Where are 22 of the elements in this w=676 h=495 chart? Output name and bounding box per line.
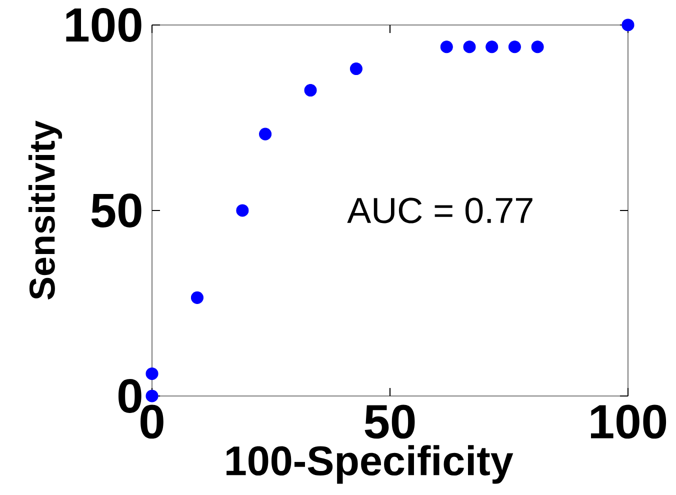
y-tick-label: 50: [91, 194, 142, 228]
x-tick-label: 50: [364, 404, 415, 439]
point: [622, 18, 634, 32]
y-tick-label: 0: [118, 379, 142, 413]
y-tick-label: 100: [66, 8, 142, 42]
point: [190, 291, 204, 304]
point: [486, 40, 498, 54]
point: [146, 390, 158, 402]
annotation: AUC = 0.77: [347, 198, 532, 224]
point: [304, 84, 317, 97]
x-axis-title: 100-Specificity: [226, 445, 514, 484]
point: [463, 40, 476, 54]
point: [259, 128, 272, 140]
point: [440, 40, 453, 54]
point: [236, 204, 249, 217]
point: [350, 62, 362, 76]
point: [146, 367, 158, 380]
y-axis-title: Sensitivity: [28, 120, 62, 300]
x-tick-label: 0: [140, 404, 164, 439]
point: [531, 40, 544, 54]
point: [508, 40, 521, 54]
x-tick-label: 100: [590, 404, 666, 439]
